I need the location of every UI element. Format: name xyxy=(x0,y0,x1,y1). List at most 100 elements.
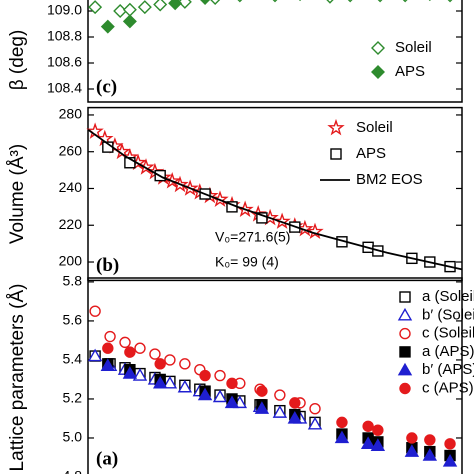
data-point xyxy=(334,430,350,444)
y-axis-label: β (deg) xyxy=(7,30,28,91)
data-point xyxy=(402,0,408,3)
legend-label: APS xyxy=(395,63,425,80)
data-point xyxy=(360,436,376,450)
legend-swatch xyxy=(327,118,345,136)
data-point xyxy=(370,438,386,451)
y-tick-label: 200 xyxy=(59,253,83,269)
data-point xyxy=(306,222,324,240)
data-point xyxy=(164,354,176,366)
legend-label: b′ (Soleil) xyxy=(422,306,474,323)
legend-label: a (APS) xyxy=(422,343,474,360)
legend-swatch xyxy=(371,41,385,55)
legend-label: c (APS) xyxy=(422,379,474,396)
data-point xyxy=(132,368,148,381)
plot-frame xyxy=(87,106,463,282)
data-point xyxy=(197,387,213,401)
y-tick-label: 280 xyxy=(59,106,83,122)
data-point xyxy=(212,389,228,403)
legend-label: c (Soleil) xyxy=(422,325,474,342)
data-point xyxy=(422,448,438,461)
data-point xyxy=(362,420,374,432)
data-point xyxy=(199,369,211,382)
data-point xyxy=(168,0,183,11)
data-point xyxy=(256,385,268,397)
y-tick-label: 108.6 xyxy=(47,54,82,70)
panel-label: (c) xyxy=(96,76,117,97)
panel-label: (a) xyxy=(96,448,118,469)
data-point xyxy=(122,366,138,379)
data-point xyxy=(88,0,103,15)
data-point xyxy=(100,358,116,371)
data-point xyxy=(273,212,291,229)
legend-swatch xyxy=(397,307,413,321)
data-point xyxy=(372,424,384,436)
data-point xyxy=(152,375,168,389)
legend-swatch xyxy=(399,346,411,358)
panel-label: (b) xyxy=(96,255,119,276)
data-point xyxy=(444,438,456,450)
data-point xyxy=(100,19,115,34)
data-point xyxy=(214,369,226,382)
data-point xyxy=(289,397,301,409)
y-tick-label: 240 xyxy=(59,179,83,195)
legend-swatch xyxy=(397,362,413,376)
data-point xyxy=(226,377,238,390)
data-point xyxy=(404,444,420,457)
data-point xyxy=(122,14,137,29)
data-point xyxy=(87,348,103,362)
plot-frame xyxy=(87,0,463,103)
data-point xyxy=(274,389,286,401)
data-point xyxy=(287,411,303,424)
legend-swatch xyxy=(371,65,385,79)
y-axis-label: Volume (Å³) xyxy=(7,144,28,244)
fit-line xyxy=(87,128,463,271)
data-point xyxy=(122,2,137,17)
data-point xyxy=(224,395,240,409)
data-point xyxy=(124,157,136,169)
data-point xyxy=(210,0,221,5)
data-point xyxy=(119,336,131,349)
data-point xyxy=(237,0,243,3)
y-tick-label: 108.8 xyxy=(47,28,82,44)
y-tick-label: 220 xyxy=(59,216,83,232)
y-tick-label: 5.6 xyxy=(63,312,83,328)
y-tick-label: 109.0 xyxy=(47,2,82,18)
data-point xyxy=(149,348,161,360)
y-axis-label: Lattice parameters (Å) xyxy=(7,284,28,472)
data-point xyxy=(307,416,323,430)
data-point xyxy=(272,0,278,3)
legend-label: b′ (APS) xyxy=(422,361,474,378)
data-point xyxy=(89,305,101,317)
data-point xyxy=(179,358,191,370)
y-tick-label: 108.4 xyxy=(47,80,82,96)
annotation: K₀= 99 (4) xyxy=(215,254,279,270)
legend-swatch xyxy=(399,382,411,395)
data-point xyxy=(137,0,152,15)
data-point xyxy=(134,342,146,354)
data-point xyxy=(406,432,418,444)
data-point xyxy=(326,0,334,4)
legend-label: BM2 EOS xyxy=(356,171,423,188)
data-point xyxy=(447,0,453,3)
legend-swatch xyxy=(330,148,342,160)
data-point xyxy=(104,330,116,343)
legend-swatch xyxy=(399,327,411,340)
data-point xyxy=(124,346,136,358)
data-point xyxy=(102,342,114,354)
data-point xyxy=(336,416,348,429)
y-tick-label: 5.4 xyxy=(63,351,83,367)
data-point xyxy=(162,375,178,389)
y-tick-label: 5.8 xyxy=(63,273,83,289)
data-point xyxy=(256,212,268,224)
data-point xyxy=(154,358,166,370)
y-tick-label: 5.2 xyxy=(63,390,83,406)
legend-label: Soleil xyxy=(395,39,432,56)
annotation: V₀=271.6(5) xyxy=(215,229,290,245)
y-tick-label: 5.0 xyxy=(63,429,83,445)
y-tick-label: 4.8 xyxy=(63,468,83,474)
plot-frame xyxy=(87,277,463,474)
legend-label: Soleil xyxy=(356,119,393,136)
data-point xyxy=(177,0,192,9)
